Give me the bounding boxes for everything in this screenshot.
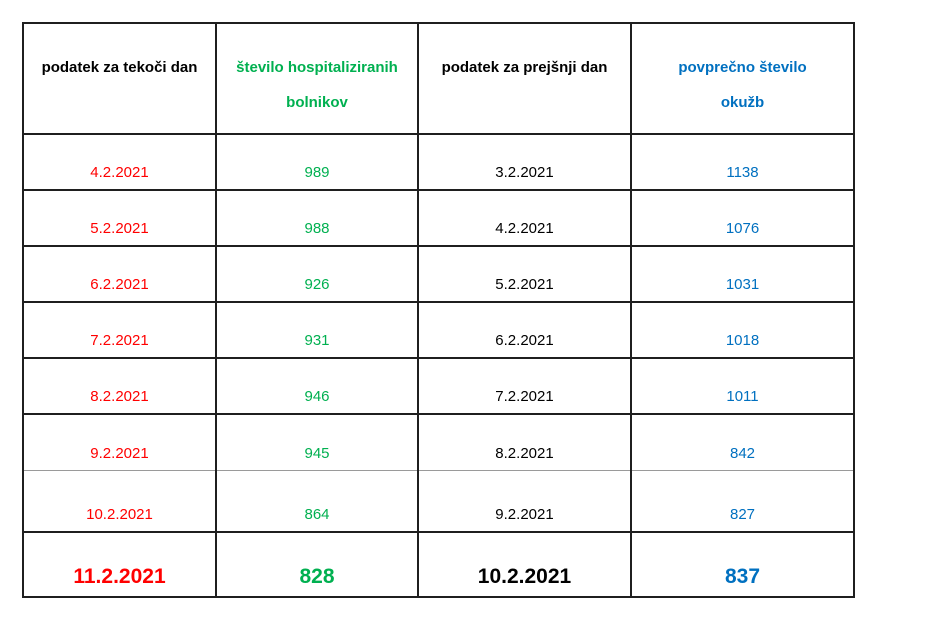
table-row: 7.2.2021 931 6.2.2021 1018 (22, 302, 854, 359)
hospitalized-count-cell: 828 (215, 532, 418, 598)
table-row-latest-day: 11.2.2021 828 10.2.2021 837 (22, 532, 854, 598)
header-average-infections: povprečno število okužb (630, 23, 854, 135)
header-hospitalized-line2: bolnikov (286, 94, 348, 111)
hospitalized-count-cell: 864 (215, 470, 418, 533)
avg-infections-cell: 827 (630, 470, 854, 533)
table-row: 8.2.2021 946 7.2.2021 1011 (22, 358, 854, 415)
previous-date-cell: 4.2.2021 (417, 190, 631, 247)
header-previous-day-line1: podatek za prejšnji dan (441, 59, 608, 76)
header-current-day-line1: podatek za tekoči dan (41, 59, 198, 76)
table-row: 10.2.2021 864 9.2.2021 827 (22, 470, 854, 533)
hospitalized-count-cell: 945 (215, 414, 418, 471)
current-date-cell: 10.2.2021 (22, 470, 216, 533)
avg-infections-cell: 837 (630, 532, 854, 598)
previous-date-cell: 9.2.2021 (417, 470, 631, 533)
previous-date-cell: 5.2.2021 (417, 246, 631, 303)
header-previous-day: podatek za prejšnji dan (417, 23, 631, 135)
current-date-cell: 11.2.2021 (22, 532, 216, 598)
header-current-day: podatek za tekoči dan (22, 23, 216, 135)
avg-infections-cell: 1138 (630, 134, 854, 191)
previous-date-cell: 7.2.2021 (417, 358, 631, 415)
current-date-cell: 6.2.2021 (22, 246, 216, 303)
current-date-cell: 9.2.2021 (22, 414, 216, 471)
header-hospitalized-line1: število hospitaliziranih (236, 59, 398, 76)
hospitalized-count-cell: 931 (215, 302, 418, 359)
previous-date-cell: 6.2.2021 (417, 302, 631, 359)
avg-infections-cell: 1031 (630, 246, 854, 303)
current-date-cell: 7.2.2021 (22, 302, 216, 359)
previous-date-cell: 3.2.2021 (417, 134, 631, 191)
previous-date-cell: 8.2.2021 (417, 414, 631, 471)
header-average-infections-line1: povprečno število (678, 59, 807, 76)
header-row: podatek za tekoči dan število hospitaliz… (22, 23, 854, 135)
hospitalized-count-cell: 988 (215, 190, 418, 247)
hospitalized-count-cell: 926 (215, 246, 418, 303)
table-row: 9.2.2021 945 8.2.2021 842 (22, 414, 854, 471)
header-average-infections-line2: okužb (720, 94, 765, 111)
avg-infections-cell: 1011 (630, 358, 854, 415)
covid-hospitalization-table: podatek za tekoči dan število hospitaliz… (22, 22, 855, 598)
avg-infections-cell: 1076 (630, 190, 854, 247)
table-row: 5.2.2021 988 4.2.2021 1076 (22, 190, 854, 247)
table-row: 6.2.2021 926 5.2.2021 1031 (22, 246, 854, 303)
hospitalized-count-cell: 989 (215, 134, 418, 191)
current-date-cell: 4.2.2021 (22, 134, 216, 191)
avg-infections-cell: 842 (630, 414, 854, 471)
header-hospitalized-patients: število hospitaliziranih bolnikov (215, 23, 418, 135)
avg-infections-cell: 1018 (630, 302, 854, 359)
current-date-cell: 8.2.2021 (22, 358, 216, 415)
current-date-cell: 5.2.2021 (22, 190, 216, 247)
previous-date-cell: 10.2.2021 (417, 532, 631, 598)
hospitalized-count-cell: 946 (215, 358, 418, 415)
table-row: 4.2.2021 989 3.2.2021 1138 (22, 134, 854, 191)
